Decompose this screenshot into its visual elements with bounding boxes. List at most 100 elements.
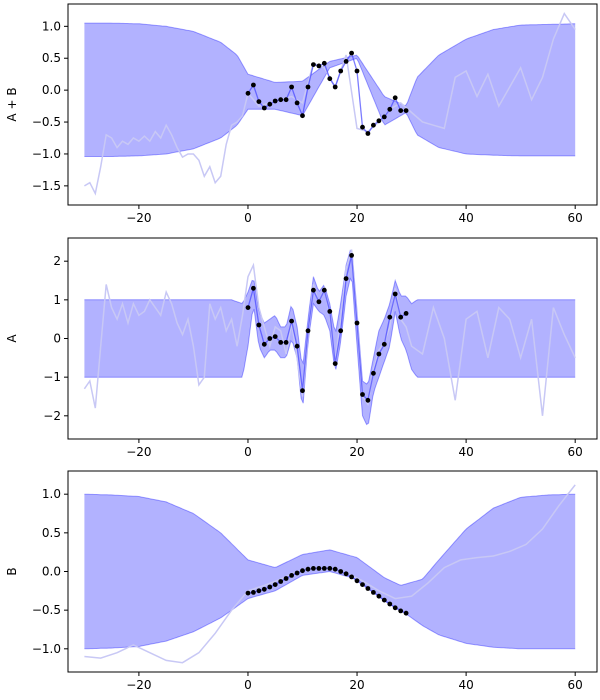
observation-point <box>392 95 398 101</box>
observation-point <box>360 124 365 130</box>
plot-area <box>84 484 576 664</box>
observation-point <box>360 392 365 397</box>
observation-point <box>338 569 344 574</box>
observation-point <box>398 108 404 113</box>
band-upper-edge <box>84 22 576 107</box>
observation-point <box>245 90 251 96</box>
observation-point <box>289 318 294 324</box>
observation-point <box>403 311 409 316</box>
observation-point <box>311 566 316 571</box>
x-tick-label: 60 <box>568 678 583 692</box>
observation-point <box>343 276 349 281</box>
panel-3: −20 0 20 40 60 −1.0 −0.5 0.0 0.5 1.0 B <box>5 470 598 692</box>
confidence-band <box>84 23 576 157</box>
x-tick-label: 40 <box>458 445 473 459</box>
observation-point <box>387 314 393 320</box>
plot-area <box>84 12 576 196</box>
x-tick-label: 0 <box>244 678 252 692</box>
panel-1: −20 0 20 40 60 −1.5 −1.0 −0.5 0.0 0.5 1.0 A + B <box>5 3 598 225</box>
y-tick-label: −1 <box>43 370 61 384</box>
observation-point <box>305 328 311 334</box>
observation-point <box>338 68 344 74</box>
observation-point <box>376 351 382 357</box>
x-tick-label: −20 <box>126 445 151 459</box>
observation-point <box>387 601 393 607</box>
observation-point <box>376 593 382 599</box>
observation-point <box>354 68 360 74</box>
observation-point <box>349 574 354 580</box>
y-tick-label: −2 <box>43 409 61 423</box>
band-lower-edge <box>84 57 576 157</box>
observation-point <box>398 314 404 320</box>
observation-point <box>365 131 371 136</box>
y-tick-label: 0.5 <box>42 526 61 540</box>
observation-point <box>338 328 344 334</box>
observation-point <box>300 568 305 574</box>
observation-point <box>283 97 289 103</box>
x-tick-label: 20 <box>349 445 364 459</box>
y-tick-label: 1.0 <box>42 487 61 501</box>
confidence-band <box>84 250 576 425</box>
sample-line <box>83 249 576 416</box>
observation-point <box>272 334 278 339</box>
observation-point <box>316 299 322 305</box>
band-upper-edge <box>84 493 576 586</box>
x-tick-label: 60 <box>568 445 583 459</box>
y-tick-label: 0.0 <box>42 83 61 97</box>
y-tick-label: 1 <box>53 293 61 307</box>
observation-point <box>267 336 273 341</box>
observation-point <box>316 566 322 571</box>
observation-point <box>354 320 360 326</box>
x-tick-label: 60 <box>568 211 583 225</box>
observation-point <box>283 340 289 345</box>
x-tick-label: −20 <box>126 211 151 225</box>
observation-point <box>376 118 382 124</box>
y-tick-label: 0.0 <box>42 565 61 579</box>
observation-point <box>327 76 333 82</box>
observation-point <box>311 62 316 67</box>
panel-2: −20 0 20 40 60 −2 −1 0 1 2 A <box>5 237 598 459</box>
observation-point <box>371 370 376 376</box>
observation-point <box>283 576 289 581</box>
x-tick-label: 0 <box>244 211 252 225</box>
observation-point <box>267 101 273 107</box>
observation-point <box>381 341 387 347</box>
x-tick-label: 20 <box>349 678 364 692</box>
y-tick-label: −0.5 <box>32 115 61 129</box>
y-tick-label: −1.0 <box>32 642 61 656</box>
observation-point <box>332 566 338 572</box>
observation-point <box>251 285 256 291</box>
y-axis-label: A + B <box>5 87 19 121</box>
x-tick-label: −20 <box>126 678 151 692</box>
observation-point <box>403 108 409 113</box>
observation-point <box>305 566 311 572</box>
observation-point <box>365 586 371 591</box>
observation-point <box>387 106 393 112</box>
observation-point <box>261 586 267 592</box>
observation-point <box>392 605 398 611</box>
x-tick-label: 0 <box>244 445 252 459</box>
observation-point <box>381 597 387 603</box>
observation-point <box>294 570 300 576</box>
observation-point <box>245 590 251 596</box>
observation-point <box>311 287 316 293</box>
x-tick-label: 40 <box>458 211 473 225</box>
observation-point <box>251 590 256 595</box>
observation-point <box>256 99 262 104</box>
observation-point <box>392 291 398 297</box>
observation-point <box>403 610 409 616</box>
observation-point <box>300 388 305 394</box>
observation-point <box>294 343 300 349</box>
observation-point <box>343 59 349 64</box>
observation-point <box>278 340 284 345</box>
observation-point <box>272 582 278 587</box>
observation-point <box>251 82 256 88</box>
observation-point <box>381 114 387 120</box>
observation-point <box>371 590 376 595</box>
observation-point <box>398 608 404 614</box>
y-tick-label: −0.5 <box>32 603 61 617</box>
y-tick-label: 0.5 <box>42 51 61 65</box>
observation-point <box>321 566 327 571</box>
band-upper-edge <box>84 249 576 385</box>
observation-point <box>294 100 300 106</box>
